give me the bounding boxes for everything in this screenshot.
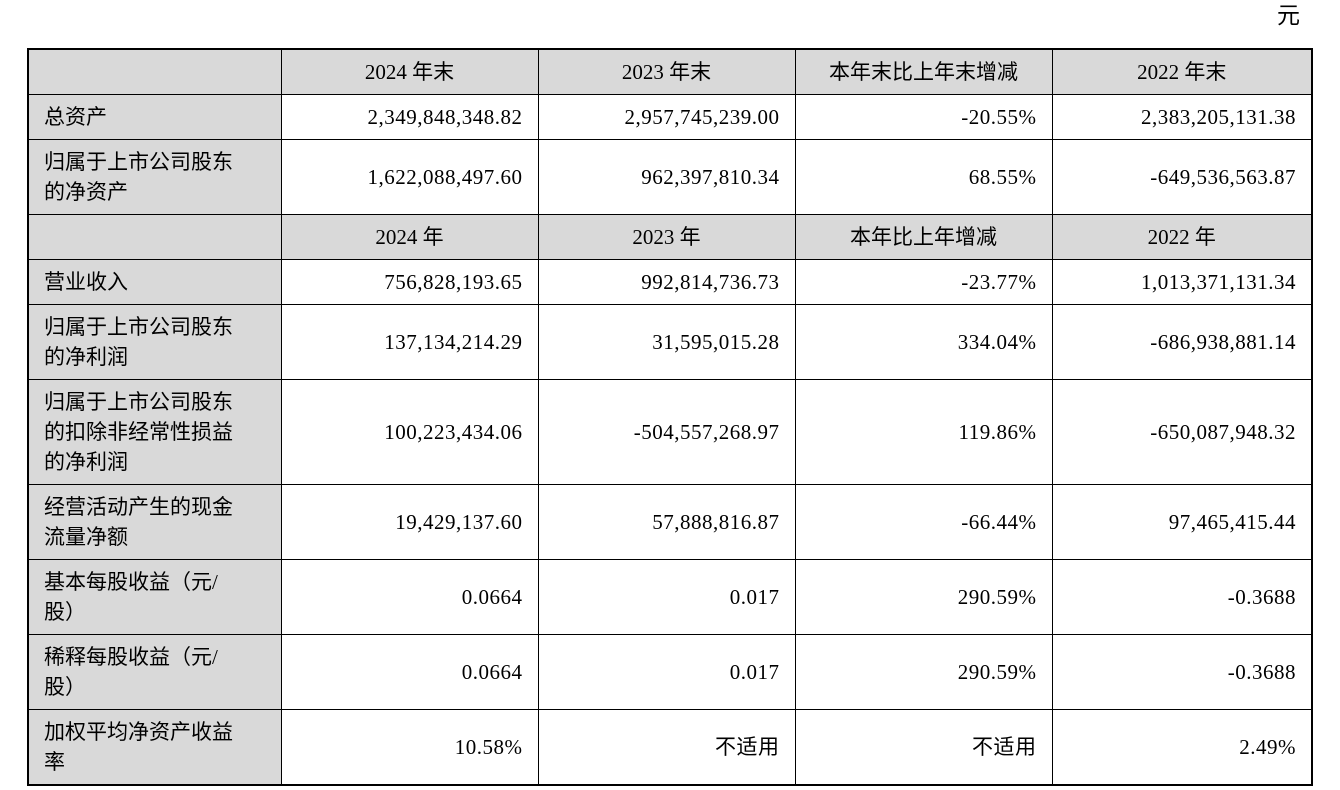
value-cell: 2,349,848,348.82: [280, 94, 539, 140]
currency-unit-label: 元: [1277, 3, 1300, 28]
table-row: 归属于上市公司股东的净利润 137,134,214.29 31,595,015.28…: [27, 304, 1313, 380]
header-cell-empty: [27, 214, 282, 260]
table-row: 营业收入 756,828,193.65 992,814,736.73 -23.77% 1…: [27, 259, 1313, 305]
value-cell: 0.0664: [280, 559, 539, 635]
value-cell: 2,957,745,239.00: [537, 94, 796, 140]
header-cell: 本年末比上年末增减: [794, 48, 1053, 95]
value-cell: 31,595,015.28: [537, 304, 796, 380]
header-cell: 2022 年: [1051, 214, 1313, 260]
value-cell: 756,828,193.65: [280, 259, 539, 305]
table-header-row: 2024 年 2023 年本年比上年增减 2022 年: [27, 214, 1313, 260]
header-cell: 2022 年末: [1051, 48, 1313, 95]
value-cell: 10.58%: [280, 709, 539, 786]
header-cell: 2024 年末: [280, 48, 539, 95]
value-cell: -23.77%: [794, 259, 1053, 305]
value-cell: -66.44%: [794, 484, 1053, 560]
row-label: 经营活动产生的现金流量净额: [27, 484, 282, 560]
value-cell: 2,383,205,131.38: [1051, 94, 1313, 140]
table-row: 归属于上市公司股东的扣除非经常性损益的净利润 100,223,434.06 -504…: [27, 379, 1313, 485]
value-cell: 68.55%: [794, 139, 1053, 215]
table-row: 基本每股收益（元/股） 0.0664 0.017 290.59% -0.3688: [27, 559, 1313, 635]
value-cell: -0.3688: [1051, 634, 1313, 710]
value-cell: 137,134,214.29: [280, 304, 539, 380]
table-header-row: 2024 年末 2023 年末 本年末比上年末增减 2022 年末: [27, 48, 1313, 95]
value-cell: 962,397,810.34: [537, 139, 796, 215]
header-cell-empty: [27, 48, 282, 95]
row-label: 加权平均净资产收益率: [27, 709, 282, 786]
value-cell: 992,814,736.73: [537, 259, 796, 305]
value-cell: 334.04%: [794, 304, 1053, 380]
value-cell: -686,938,881.14: [1051, 304, 1313, 380]
value-cell: 0.017: [537, 559, 796, 635]
key-financial-data-table: 2024 年末 2023 年末 本年末比上年末增减 2022 年末 总资产 2,349,8…: [27, 48, 1313, 786]
value-cell: -649,536,563.87: [1051, 139, 1313, 215]
value-cell: 290.59%: [794, 559, 1053, 635]
value-cell: 1,013,371,131.34: [1051, 259, 1313, 305]
value-cell: 0.017: [537, 634, 796, 710]
table-row: 归属于上市公司股东的净资产 1,622,088,497.60 962,397,810…: [27, 139, 1313, 215]
row-label: 基本每股收益（元/股）: [27, 559, 282, 635]
value-cell: 1,622,088,497.60: [280, 139, 539, 215]
header-cell: 2024 年: [280, 214, 539, 260]
value-cell: -20.55%: [794, 94, 1053, 140]
value-cell: 100,223,434.06: [280, 379, 539, 485]
table-row: 经营活动产生的现金流量净额 19,429,137.60 57,888,816.87-…: [27, 484, 1313, 560]
value-cell: -504,557,268.97: [537, 379, 796, 485]
value-cell: 不适用: [794, 709, 1053, 786]
row-label: 稀释每股收益（元/股）: [27, 634, 282, 710]
value-cell: 2.49%: [1051, 709, 1313, 786]
row-label: 总资产: [27, 94, 282, 140]
value-cell: 97,465,415.44: [1051, 484, 1313, 560]
row-label: 归属于上市公司股东的扣除非经常性损益的净利润: [27, 379, 282, 485]
row-label: 营业收入: [27, 259, 282, 305]
header-cell: 本年比上年增减: [794, 214, 1053, 260]
value-cell: -650,087,948.32: [1051, 379, 1313, 485]
table-row: 总资产 2,349,848,348.82 2,957,745,239.00 -20.5…: [27, 94, 1313, 140]
header-cell: 2023 年: [537, 214, 796, 260]
header-cell: 2023 年末: [537, 48, 796, 95]
value-cell: -0.3688: [1051, 559, 1313, 635]
value-cell: 290.59%: [794, 634, 1053, 710]
row-label: 归属于上市公司股东的净利润: [27, 304, 282, 380]
value-cell: 19,429,137.60: [280, 484, 539, 560]
value-cell: 不适用: [537, 709, 796, 786]
table-row: 加权平均净资产收益率 10.58% 不适用 不适用 2.49%: [27, 709, 1313, 786]
value-cell: 57,888,816.87: [537, 484, 796, 560]
table-row: 稀释每股收益（元/股） 0.0664 0.017 290.59% -0.3688: [27, 634, 1313, 710]
table-body: 2024 年末 2023 年末 本年末比上年末增减 2022 年末 总资产 2,349,8…: [27, 48, 1313, 786]
value-cell: 0.0664: [280, 634, 539, 710]
row-label: 归属于上市公司股东的净资产: [27, 139, 282, 215]
value-cell: 119.86%: [794, 379, 1053, 485]
